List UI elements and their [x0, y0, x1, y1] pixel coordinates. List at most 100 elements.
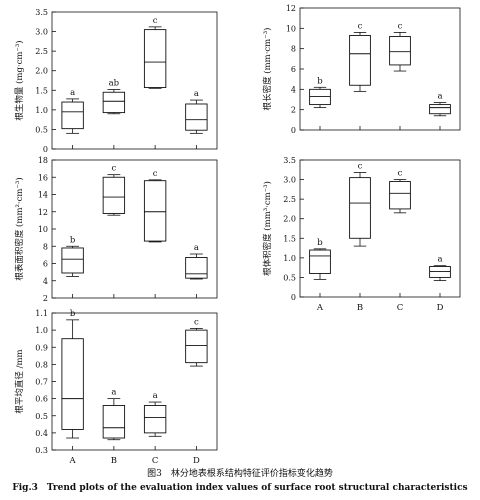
box-C: c — [143, 16, 167, 89]
significance-label: c — [153, 169, 158, 179]
boxplot-panel-surface: 2 4 6 8 10 12 14 16 18 根表面积密度 (mm²·cm⁻³) b c c a — [14, 156, 218, 303]
y-tick-label: 2.5 — [35, 47, 48, 56]
box-body — [61, 101, 84, 130]
box-C: c — [143, 169, 167, 243]
x-tick-label: D — [437, 303, 444, 313]
y-tick-label: 18 — [38, 156, 48, 165]
significance-label: c — [398, 21, 403, 31]
box-body — [389, 181, 411, 210]
boxplot-panel-length: 0 2 4 6 8 10 12 根长密度 (mm·cm⁻³) b c c a — [262, 4, 461, 135]
y-tick-label: 4 — [291, 85, 296, 94]
significance-label: b — [70, 309, 76, 319]
significance-label: c — [358, 162, 363, 172]
y-tick-label: 1.5 — [283, 234, 296, 243]
y-tick-label: 14 — [38, 191, 48, 200]
box-C: a — [143, 391, 167, 437]
y-tick-label: 3.0 — [283, 176, 296, 185]
y-axis-label: 根表面积密度 (mm²·cm⁻³) — [14, 177, 25, 280]
significance-label: a — [153, 391, 158, 401]
significance-label: b — [70, 235, 76, 245]
box-A: b — [309, 238, 331, 280]
y-tick-label: 0.3 — [35, 446, 48, 455]
box-A: b — [61, 235, 84, 277]
y-tick-label: 0.9 — [35, 343, 48, 352]
box-B: c — [349, 162, 371, 247]
box-body — [389, 36, 411, 66]
y-tick-label: 1.1 — [35, 309, 48, 318]
x-tick-label: B — [111, 456, 117, 466]
y-tick-label: 0.5 — [35, 412, 48, 421]
box-B: a — [102, 388, 126, 441]
boxplot-panel-biomass: 0 0.5 1.0 1.5 2.0 2.5 3.0 3.5 根生物量 (mg·cm⁻³) a ab c… — [14, 8, 218, 154]
y-tick-label: 1.0 — [35, 326, 48, 335]
box-body — [309, 88, 331, 106]
y-tick-label: 10 — [286, 24, 296, 33]
y-tick-label: 3.5 — [283, 156, 296, 165]
box-body — [185, 257, 208, 279]
box-body — [143, 405, 167, 434]
y-tick-label: 1.0 — [35, 106, 48, 115]
y-tick-label: 2 — [291, 106, 296, 115]
significance-label: c — [153, 16, 158, 26]
y-axis-label: 根体积密度 (mm³·cm⁻³) — [262, 181, 273, 276]
y-tick-label: 0 — [43, 145, 48, 154]
figure-caption-english: Fig.3 Trend plots of the evaluation inde… — [12, 483, 468, 493]
significance-label: c — [194, 317, 199, 327]
box-A: b — [61, 309, 84, 439]
x-tick-label: B — [357, 303, 363, 313]
significance-label: a — [111, 388, 116, 398]
y-tick-label: 4 — [43, 277, 48, 286]
box-body — [61, 247, 84, 274]
box-body — [349, 35, 371, 86]
box-C: c — [389, 169, 411, 214]
significance-label: c — [358, 21, 363, 31]
significance-label: c — [398, 169, 403, 179]
y-tick-label: 16 — [38, 173, 48, 182]
box-body — [102, 91, 126, 114]
x-tick-label: A — [316, 303, 324, 313]
y-tick-label: 0.6 — [35, 395, 48, 404]
box-body — [309, 249, 331, 274]
y-tick-label: 2.0 — [283, 215, 296, 224]
box-body — [143, 180, 167, 242]
significance-label: a — [437, 92, 442, 102]
box-body — [185, 103, 208, 131]
box-D: c — [185, 317, 208, 367]
figure-caption-chinese: 图3 林分地表根系结构特征评价指标变化趋势 — [147, 469, 333, 479]
y-tick-label: 0.5 — [283, 273, 296, 282]
box-body — [143, 29, 167, 88]
y-tick-label: 6 — [291, 65, 296, 74]
y-tick-label: 0.8 — [35, 360, 48, 369]
box-B: c — [102, 164, 126, 216]
y-tick-label: 1.5 — [35, 86, 48, 95]
significance-label: b — [317, 76, 323, 86]
y-tick-label: 0.7 — [35, 378, 48, 387]
significance-label: ab — [109, 79, 120, 89]
y-tick-label: 0 — [291, 293, 296, 302]
box-A: a — [61, 88, 84, 134]
box-body — [102, 405, 126, 439]
box-A: b — [309, 76, 331, 109]
y-tick-label: 2 — [43, 294, 48, 303]
significance-label: a — [437, 255, 442, 265]
box-body — [429, 104, 451, 115]
significance-label: a — [194, 89, 199, 99]
x-tick-label: A — [69, 456, 77, 466]
y-tick-label: 3.0 — [35, 28, 48, 37]
significance-label: b — [317, 238, 323, 248]
plot-frame — [51, 11, 218, 150]
box-body — [349, 177, 371, 239]
y-tick-label: 12 — [38, 208, 48, 217]
y-tick-label: 2.5 — [283, 195, 296, 204]
box-D: a — [185, 89, 208, 134]
y-axis-label: 根长密度 (mm·cm⁻³) — [262, 28, 273, 111]
box-D: a — [429, 255, 451, 281]
y-tick-label: 0 — [291, 126, 296, 135]
box-body — [61, 338, 84, 430]
box-C: c — [389, 21, 411, 72]
plot-frame — [299, 159, 461, 298]
significance-label: c — [111, 164, 116, 174]
y-axis-label: 根生物量 (mg·cm⁻³) — [14, 40, 25, 120]
x-tick-label: C — [152, 456, 159, 466]
